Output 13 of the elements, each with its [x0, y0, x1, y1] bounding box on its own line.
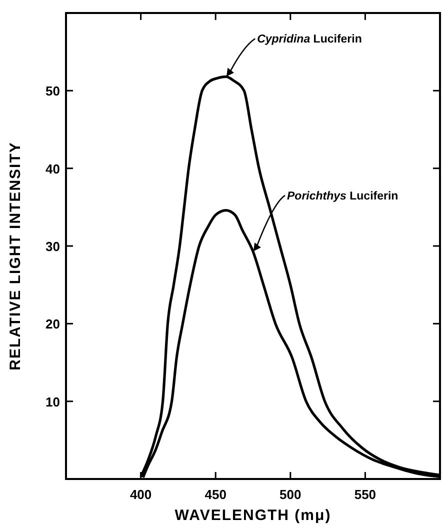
- annotation: Cypridina Luciferin: [257, 34, 362, 46]
- y-axis-title: RELATIVE LIGHT INTENSITY: [7, 142, 24, 370]
- x-tick-label: 550: [354, 487, 376, 502]
- annotation: Porichthys Luciferin: [287, 190, 398, 202]
- y-tick-label: 40: [46, 161, 60, 176]
- x-tick-label: 450: [204, 487, 226, 502]
- y-tick-label: 30: [46, 239, 60, 254]
- x-axis-title: WAVELENGTH (mμ): [174, 507, 332, 524]
- x-tick-label: 400: [130, 487, 152, 502]
- y-tick-label: 10: [46, 394, 60, 410]
- x-tick-label: 500: [280, 487, 302, 502]
- y-tick-label: 20: [46, 316, 60, 332]
- y-tick-label: 50: [46, 84, 60, 99]
